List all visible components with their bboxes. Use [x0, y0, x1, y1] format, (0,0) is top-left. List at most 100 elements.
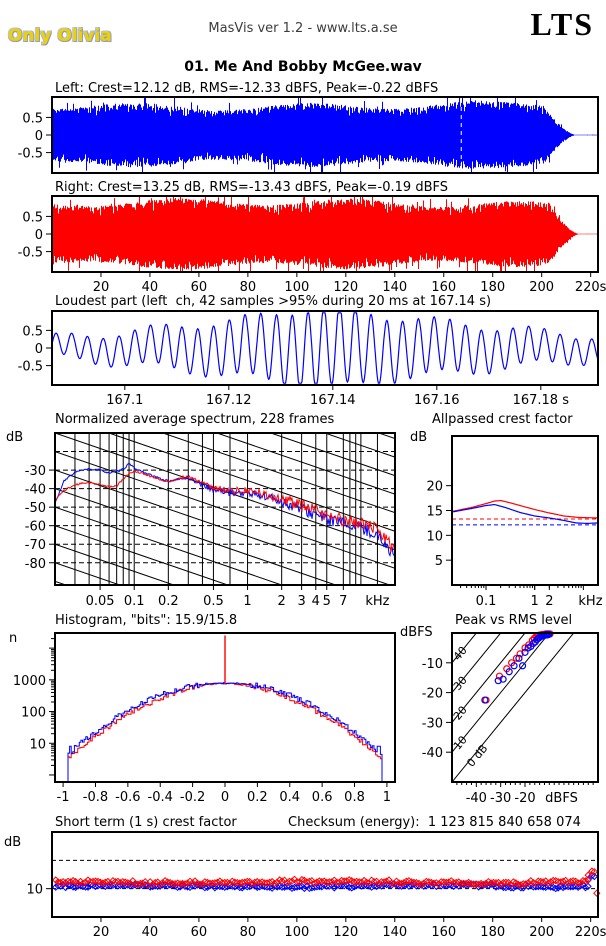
svg-text:-40: -40: [422, 746, 443, 761]
svg-text:160: 160: [431, 925, 456, 940]
svg-text:60: 60: [191, 280, 208, 295]
histogram-ylabel: n: [9, 631, 18, 646]
svg-text:60: 60: [191, 925, 208, 940]
svg-text:200: 200: [529, 925, 554, 940]
svg-text:1000: 1000: [13, 674, 46, 689]
svg-text:0.8: 0.8: [344, 790, 365, 805]
svg-text:0.6: 0.6: [312, 790, 333, 805]
svg-text:0.5: 0.5: [22, 210, 43, 225]
svg-text:-40: -40: [466, 791, 487, 806]
svg-text:167.14: 167.14: [310, 393, 356, 408]
svg-text:-30: -30: [25, 464, 46, 479]
svg-text:100: 100: [284, 925, 309, 940]
svg-text:200: 200: [529, 280, 554, 295]
svg-text:3: 3: [297, 594, 305, 609]
lts-logo: LTS: [530, 6, 594, 42]
svg-text:20: 20: [93, 280, 110, 295]
svg-text:0.05: 0.05: [86, 594, 115, 609]
right-channel-stats: Right: Crest=13.25 dB, RMS=-13.43 dBFS, …: [55, 180, 448, 195]
svg-text:10: 10: [29, 737, 46, 752]
svg-text:-50: -50: [25, 501, 46, 516]
svg-text:-60: -60: [25, 520, 46, 535]
svg-text:-1: -1: [57, 790, 70, 805]
peak-vs-rms-title: Peak vs RMS level: [455, 613, 573, 628]
svg-text:0.1: 0.1: [124, 594, 145, 609]
svg-text:-0.5: -0.5: [18, 147, 43, 162]
svg-text:2: 2: [545, 594, 553, 609]
svg-text:0: 0: [35, 129, 43, 144]
svg-text:0: 0: [35, 342, 43, 357]
svg-text:1: 1: [243, 594, 251, 609]
app-version-text: MasVis ver 1.2 - www.lts.a.se: [208, 21, 398, 36]
svg-text:0.5: 0.5: [22, 111, 43, 126]
svg-text:10: 10: [426, 529, 443, 544]
svg-text:-20: -20: [422, 687, 443, 702]
svg-text:-10: -10: [422, 657, 443, 672]
svg-text:0.2: 0.2: [247, 790, 268, 805]
allpassed-title: Allpassed crest factor: [432, 412, 573, 427]
svg-text:20: 20: [93, 925, 110, 940]
short-term-title: Short term (1 s) crest factor: [55, 815, 237, 830]
svg-text:-30: -30: [490, 791, 511, 806]
svg-text:140: 140: [382, 925, 407, 940]
spectrum-ylabel: dB: [6, 430, 24, 445]
svg-text:40: 40: [142, 280, 159, 295]
svg-text:1: 1: [531, 594, 539, 609]
svg-text:0.5: 0.5: [22, 324, 43, 339]
svg-text:0 dB: 0 dB: [464, 742, 490, 770]
track-title: 01. Me And Bobby McGee.wav: [184, 59, 422, 75]
svg-text:kHz: kHz: [578, 594, 602, 609]
svg-text:80: 80: [240, 925, 257, 940]
svg-text:20: 20: [426, 480, 443, 495]
svg-text:140: 140: [382, 280, 407, 295]
svg-text:5: 5: [435, 554, 443, 569]
short-term-ylabel: dB: [4, 835, 22, 850]
svg-text:180: 180: [480, 925, 505, 940]
svg-text:0.5: 0.5: [203, 594, 224, 609]
svg-text:120: 120: [333, 925, 358, 940]
svg-text:167.12: 167.12: [206, 393, 252, 408]
svg-text:-80: -80: [25, 557, 46, 572]
svg-text:-0.5: -0.5: [18, 360, 43, 375]
svg-text:40: 40: [142, 925, 159, 940]
svg-text:1: 1: [383, 790, 391, 805]
svg-text:-0.2: -0.2: [180, 790, 205, 805]
svg-text:dBFS: dBFS: [545, 791, 578, 806]
svg-text:120: 120: [333, 280, 358, 295]
svg-text:0: 0: [35, 228, 43, 243]
svg-text:-0.5: -0.5: [18, 246, 43, 261]
svg-text:80: 80: [240, 280, 257, 295]
station-label: Only Olivia: [8, 26, 112, 46]
left-channel-stats: Left: Crest=12.12 dB, RMS=-12.33 dBFS, P…: [55, 81, 439, 96]
svg-text:-40: -40: [25, 483, 46, 498]
svg-text:167.18 s: 167.18 s: [513, 393, 570, 408]
peak-vs-rms-ylabel: dBFS: [400, 625, 433, 640]
svg-text:0.2: 0.2: [158, 594, 179, 609]
allpassed-ylabel: dB: [410, 430, 428, 445]
svg-text:2: 2: [278, 594, 286, 609]
loudest-part-title: Loudest part (left ch, 42 samples >95% d…: [55, 294, 492, 309]
svg-text:-20: -20: [514, 791, 535, 806]
svg-text:100: 100: [21, 706, 46, 721]
svg-text:kHz: kHz: [365, 594, 389, 609]
svg-text:-30: -30: [422, 716, 443, 731]
svg-text:0.1: 0.1: [476, 594, 497, 609]
svg-text:100: 100: [284, 280, 309, 295]
svg-text:7: 7: [339, 594, 347, 609]
svg-text:180: 180: [480, 280, 505, 295]
svg-text:0: 0: [221, 790, 229, 805]
svg-text:0.4: 0.4: [279, 790, 300, 805]
svg-text:-0.8: -0.8: [83, 790, 108, 805]
svg-text:4: 4: [312, 594, 320, 609]
svg-text:15: 15: [426, 505, 443, 520]
svg-text:160: 160: [431, 280, 456, 295]
spectrum-title: Normalized average spectrum, 228 frames: [55, 412, 335, 427]
svg-text:167.16: 167.16: [414, 393, 460, 408]
svg-text:-0.6: -0.6: [115, 790, 140, 805]
svg-text:220s: 220s: [575, 280, 606, 295]
svg-text:167.1: 167.1: [106, 393, 143, 408]
svg-text:-70: -70: [25, 538, 46, 553]
checksum-text: Checksum (energy): 1 123 815 840 658 074: [288, 815, 581, 830]
